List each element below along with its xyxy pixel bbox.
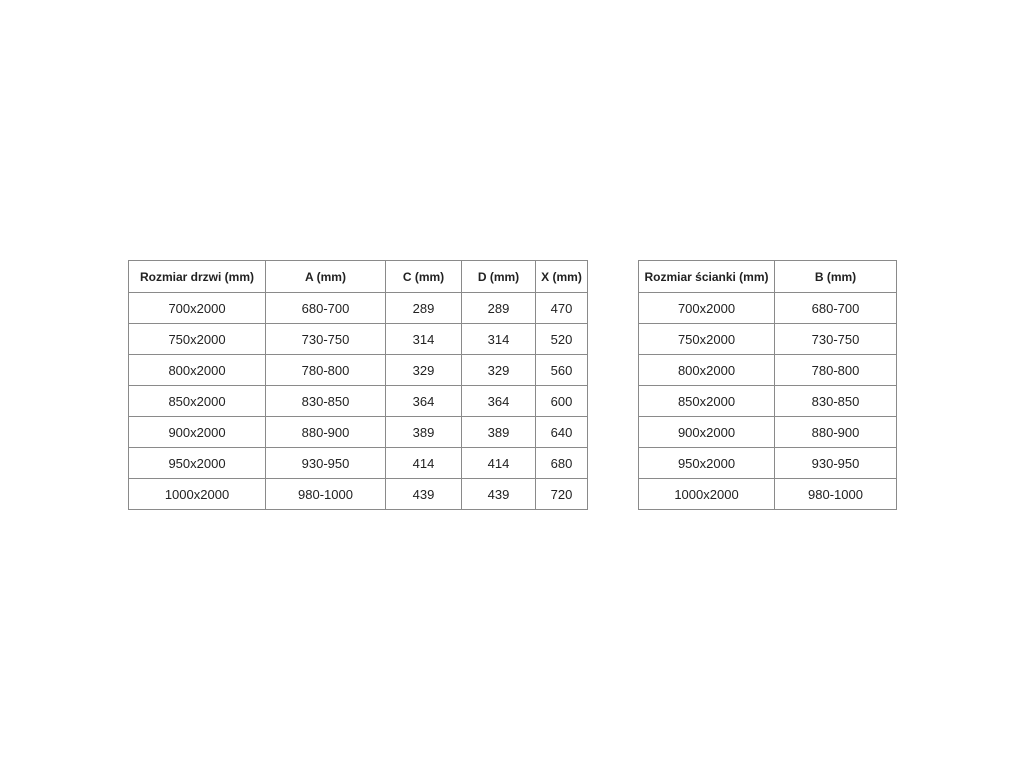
table-cell: 780-800 [774,354,897,386]
table-cell: 950x2000 [128,447,266,479]
table-cell: 930-950 [774,447,897,479]
table-header-row: Rozmiar ścianki (mm) B (mm) [638,260,897,293]
table-cell: 389 [461,416,536,448]
table-cell: 830-850 [774,385,897,417]
table-row: 750x2000 730-750 314 314 520 [128,323,588,355]
table-cell: 640 [535,416,588,448]
table-cell: 800x2000 [638,354,775,386]
table-cell: 850x2000 [128,385,266,417]
table-cell: 730-750 [265,323,386,355]
table-cell: 980-1000 [774,478,897,510]
table-cell: 730-750 [774,323,897,355]
table-row: 1000x2000 980-1000 439 439 720 [128,478,588,510]
table-cell: 750x2000 [638,323,775,355]
table-cell: 470 [535,292,588,324]
column-header: C (mm) [385,260,462,293]
table-cell: 1000x2000 [128,478,266,510]
table-cell: 700x2000 [128,292,266,324]
table-row: 850x2000 830-850 364 364 600 [128,385,588,417]
table-cell: 389 [385,416,462,448]
column-header: A (mm) [265,260,386,293]
table-cell: 780-800 [265,354,386,386]
table-cell: 289 [461,292,536,324]
table-cell: 560 [535,354,588,386]
table-cell: 830-850 [265,385,386,417]
table-cell: 680-700 [774,292,897,324]
table-row: 900x2000 880-900 389 389 640 [128,416,588,448]
table-cell: 314 [461,323,536,355]
column-header: B (mm) [774,260,897,293]
table-cell: 800x2000 [128,354,266,386]
table-cell: 520 [535,323,588,355]
column-header: Rozmiar drzwi (mm) [128,260,266,293]
table-cell: 439 [461,478,536,510]
table-row: 950x2000 930-950 [638,447,897,479]
column-header: X (mm) [535,260,588,293]
table-cell: 680 [535,447,588,479]
table-cell: 289 [385,292,462,324]
column-header: Rozmiar ścianki (mm) [638,260,775,293]
table-row: 700x2000 680-700 289 289 470 [128,292,588,324]
table-cell: 329 [385,354,462,386]
table-cell: 900x2000 [128,416,266,448]
table-cell: 414 [385,447,462,479]
table-cell: 850x2000 [638,385,775,417]
table-cell: 600 [535,385,588,417]
table-header-row: Rozmiar drzwi (mm) A (mm) C (mm) D (mm) X (m… [128,260,588,293]
table-row: 950x2000 930-950 414 414 680 [128,447,588,479]
table-cell: 314 [385,323,462,355]
table-row: 900x2000 880-900 [638,416,897,448]
table-cell: 414 [461,447,536,479]
table-row: 700x2000 680-700 [638,292,897,324]
column-header: D (mm) [461,260,536,293]
table-cell: 1000x2000 [638,478,775,510]
table-cell: 880-900 [265,416,386,448]
table-cell: 720 [535,478,588,510]
table-cell: 439 [385,478,462,510]
table-row: 800x2000 780-800 [638,354,897,386]
table-cell: 364 [385,385,462,417]
table-cell: 680-700 [265,292,386,324]
table-cell: 880-900 [774,416,897,448]
table-row: 800x2000 780-800 329 329 560 [128,354,588,386]
table-cell: 329 [461,354,536,386]
table-cell: 900x2000 [638,416,775,448]
table-cell: 980-1000 [265,478,386,510]
door-size-table: Rozmiar drzwi (mm) A (mm) C (mm) D (mm) X (m… [128,260,588,510]
table-cell: 750x2000 [128,323,266,355]
table-row: 850x2000 830-850 [638,385,897,417]
table-cell: 930-950 [265,447,386,479]
table-cell: 700x2000 [638,292,775,324]
wall-size-table: Rozmiar ścianki (mm) B (mm) 700x2000 680-7… [638,260,897,510]
table-row: 1000x2000 980-1000 [638,478,897,510]
table-cell: 950x2000 [638,447,775,479]
table-cell: 364 [461,385,536,417]
table-row: 750x2000 730-750 [638,323,897,355]
